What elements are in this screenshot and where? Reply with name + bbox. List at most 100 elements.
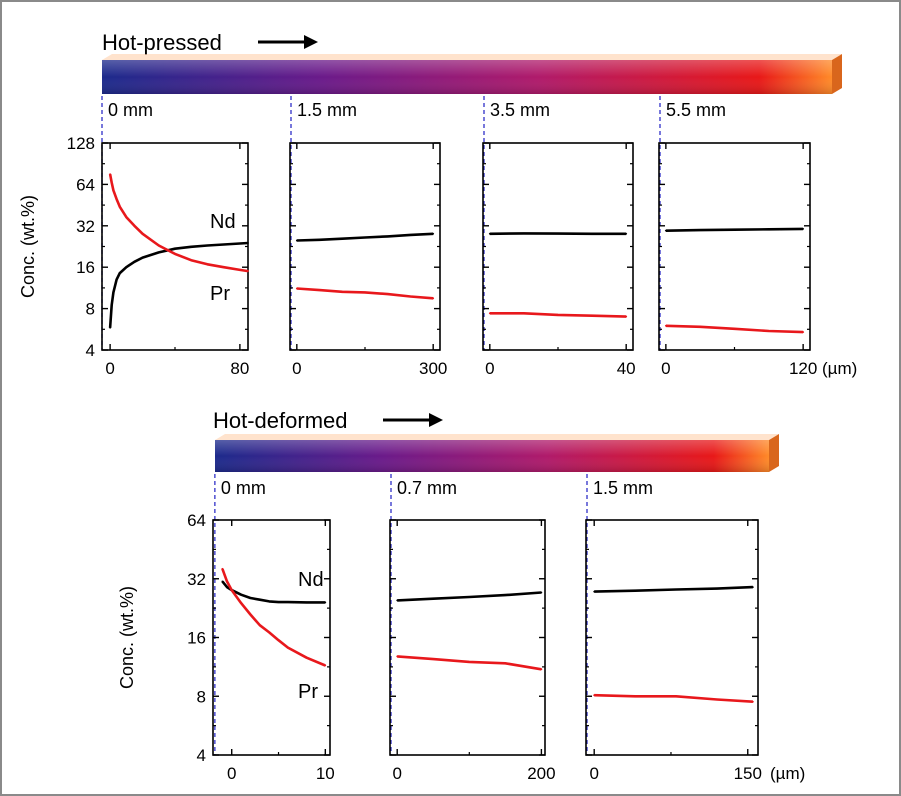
data-point-nd	[751, 586, 754, 588]
plot-panel: 1.5 mm 0 150	[585, 474, 762, 783]
position-label: 1.5 mm	[297, 100, 357, 120]
data-point-nd	[258, 598, 261, 601]
data-point-pr	[557, 313, 559, 316]
position-label: 1.5 mm	[593, 478, 653, 498]
data-point-pr	[157, 244, 160, 247]
data-point-pr	[802, 331, 805, 333]
data-point-pr	[593, 694, 596, 697]
plot-panel: 0 mm 4 8 16 32 64 128 0 80 Nd Pr	[67, 96, 249, 378]
data-point-nd	[540, 591, 543, 594]
data-point-nd	[733, 228, 736, 231]
x-unit-label: (µm)	[770, 764, 805, 783]
data-point-nd	[112, 291, 115, 294]
data-point-pr	[206, 263, 209, 266]
plot-frame	[658, 142, 811, 351]
y-tick-label: 64	[187, 511, 206, 530]
data-point-nd	[396, 599, 399, 602]
data-point-pr	[247, 270, 249, 272]
data-point-nd	[634, 589, 637, 592]
data-point-nd	[110, 304, 113, 306]
plot-panel: 0.7 mm 0 200	[389, 474, 556, 783]
data-point-pr	[240, 602, 242, 605]
data-point-nd	[802, 227, 805, 230]
x-tick-label: 80	[230, 359, 249, 378]
data-point-nd	[468, 596, 471, 598]
y-tick-label: 8	[86, 300, 95, 319]
data-point-nd	[240, 593, 242, 596]
series-line-pr	[397, 655, 542, 671]
data-point-pr	[664, 324, 667, 327]
data-point-nd	[324, 601, 327, 604]
data-point-nd	[488, 232, 491, 235]
x-tick-label: 0	[227, 764, 236, 783]
data-point-pr	[295, 287, 298, 290]
data-point-nd	[557, 232, 559, 235]
gradient-bar-top	[102, 54, 842, 60]
y-tick-label: 4	[86, 341, 95, 360]
series-annotation-nd: Nd	[210, 211, 236, 233]
position-label: 0.7 mm	[397, 478, 457, 498]
plot-frame	[585, 519, 759, 756]
data-point-pr	[110, 181, 113, 184]
plot-panel: 5.5 mm 0 120	[658, 96, 817, 378]
data-point-nd	[157, 251, 160, 254]
y-tick-label: 8	[197, 687, 206, 706]
data-point-nd	[141, 256, 144, 259]
data-point-pr	[396, 655, 399, 658]
data-point-nd	[238, 242, 241, 245]
plot-panel: 1.5 mm 0 300	[289, 96, 447, 378]
data-point-pr	[133, 224, 136, 227]
section-title: Hot-pressed	[102, 30, 222, 55]
x-tick-label: 0	[661, 359, 670, 378]
data-point-pr	[318, 289, 321, 292]
arrow-head	[304, 35, 318, 49]
data-point-pr	[258, 624, 261, 627]
data-point-pr	[767, 330, 770, 332]
data-point-nd	[625, 232, 628, 235]
data-point-pr	[125, 216, 128, 219]
data-point-nd	[386, 235, 389, 238]
x-tick-label: 0	[105, 359, 114, 378]
data-point-nd	[174, 247, 176, 250]
data-point-pr	[221, 567, 224, 570]
series-annotation-pr: Pr	[298, 681, 318, 703]
series-annotation-pr: Pr	[210, 283, 230, 305]
data-point-pr	[109, 173, 112, 176]
data-point-pr	[112, 189, 115, 192]
plot-frame	[482, 142, 634, 351]
data-point-pr	[468, 660, 471, 663]
data-point-nd	[318, 238, 321, 241]
series-line-pr	[594, 693, 753, 703]
plot-frame	[101, 142, 249, 351]
gradient-bar-end	[769, 434, 779, 472]
position-label: 3.5 mm	[490, 100, 550, 120]
data-point-pr	[409, 295, 412, 298]
plot-frame	[289, 142, 441, 351]
data-point-nd	[286, 601, 289, 603]
data-point-pr	[190, 259, 193, 262]
data-point-pr	[504, 662, 507, 665]
data-point-pr	[115, 198, 118, 201]
data-point-nd	[716, 587, 718, 590]
data-point-nd	[523, 232, 525, 235]
position-label: 0 mm	[221, 478, 266, 498]
data-point-pr	[432, 297, 435, 300]
data-point-nd	[125, 266, 128, 269]
data-point-pr	[364, 291, 366, 294]
series-line-pr	[296, 287, 434, 300]
hot-deformed-group: Hot-deformed Conc. (wt.%) 0 mm 4 8 16 32 64 0 10 N…	[117, 408, 805, 783]
data-point-pr	[751, 700, 754, 703]
data-point-pr	[733, 327, 736, 330]
data-point-pr	[523, 312, 525, 315]
data-point-nd	[247, 242, 249, 244]
plot-panel: 3.5 mm 0 40	[482, 96, 636, 378]
x-tick-label: 0	[589, 764, 598, 783]
y-tick-label: 32	[76, 217, 95, 236]
y-tick-label: 128	[67, 134, 95, 153]
data-point-pr	[277, 639, 280, 642]
y-tick-label: 4	[197, 746, 206, 765]
data-point-pr	[249, 613, 252, 616]
data-point-pr	[226, 580, 228, 583]
y-axis-label: Conc. (wt.%)	[18, 195, 38, 298]
